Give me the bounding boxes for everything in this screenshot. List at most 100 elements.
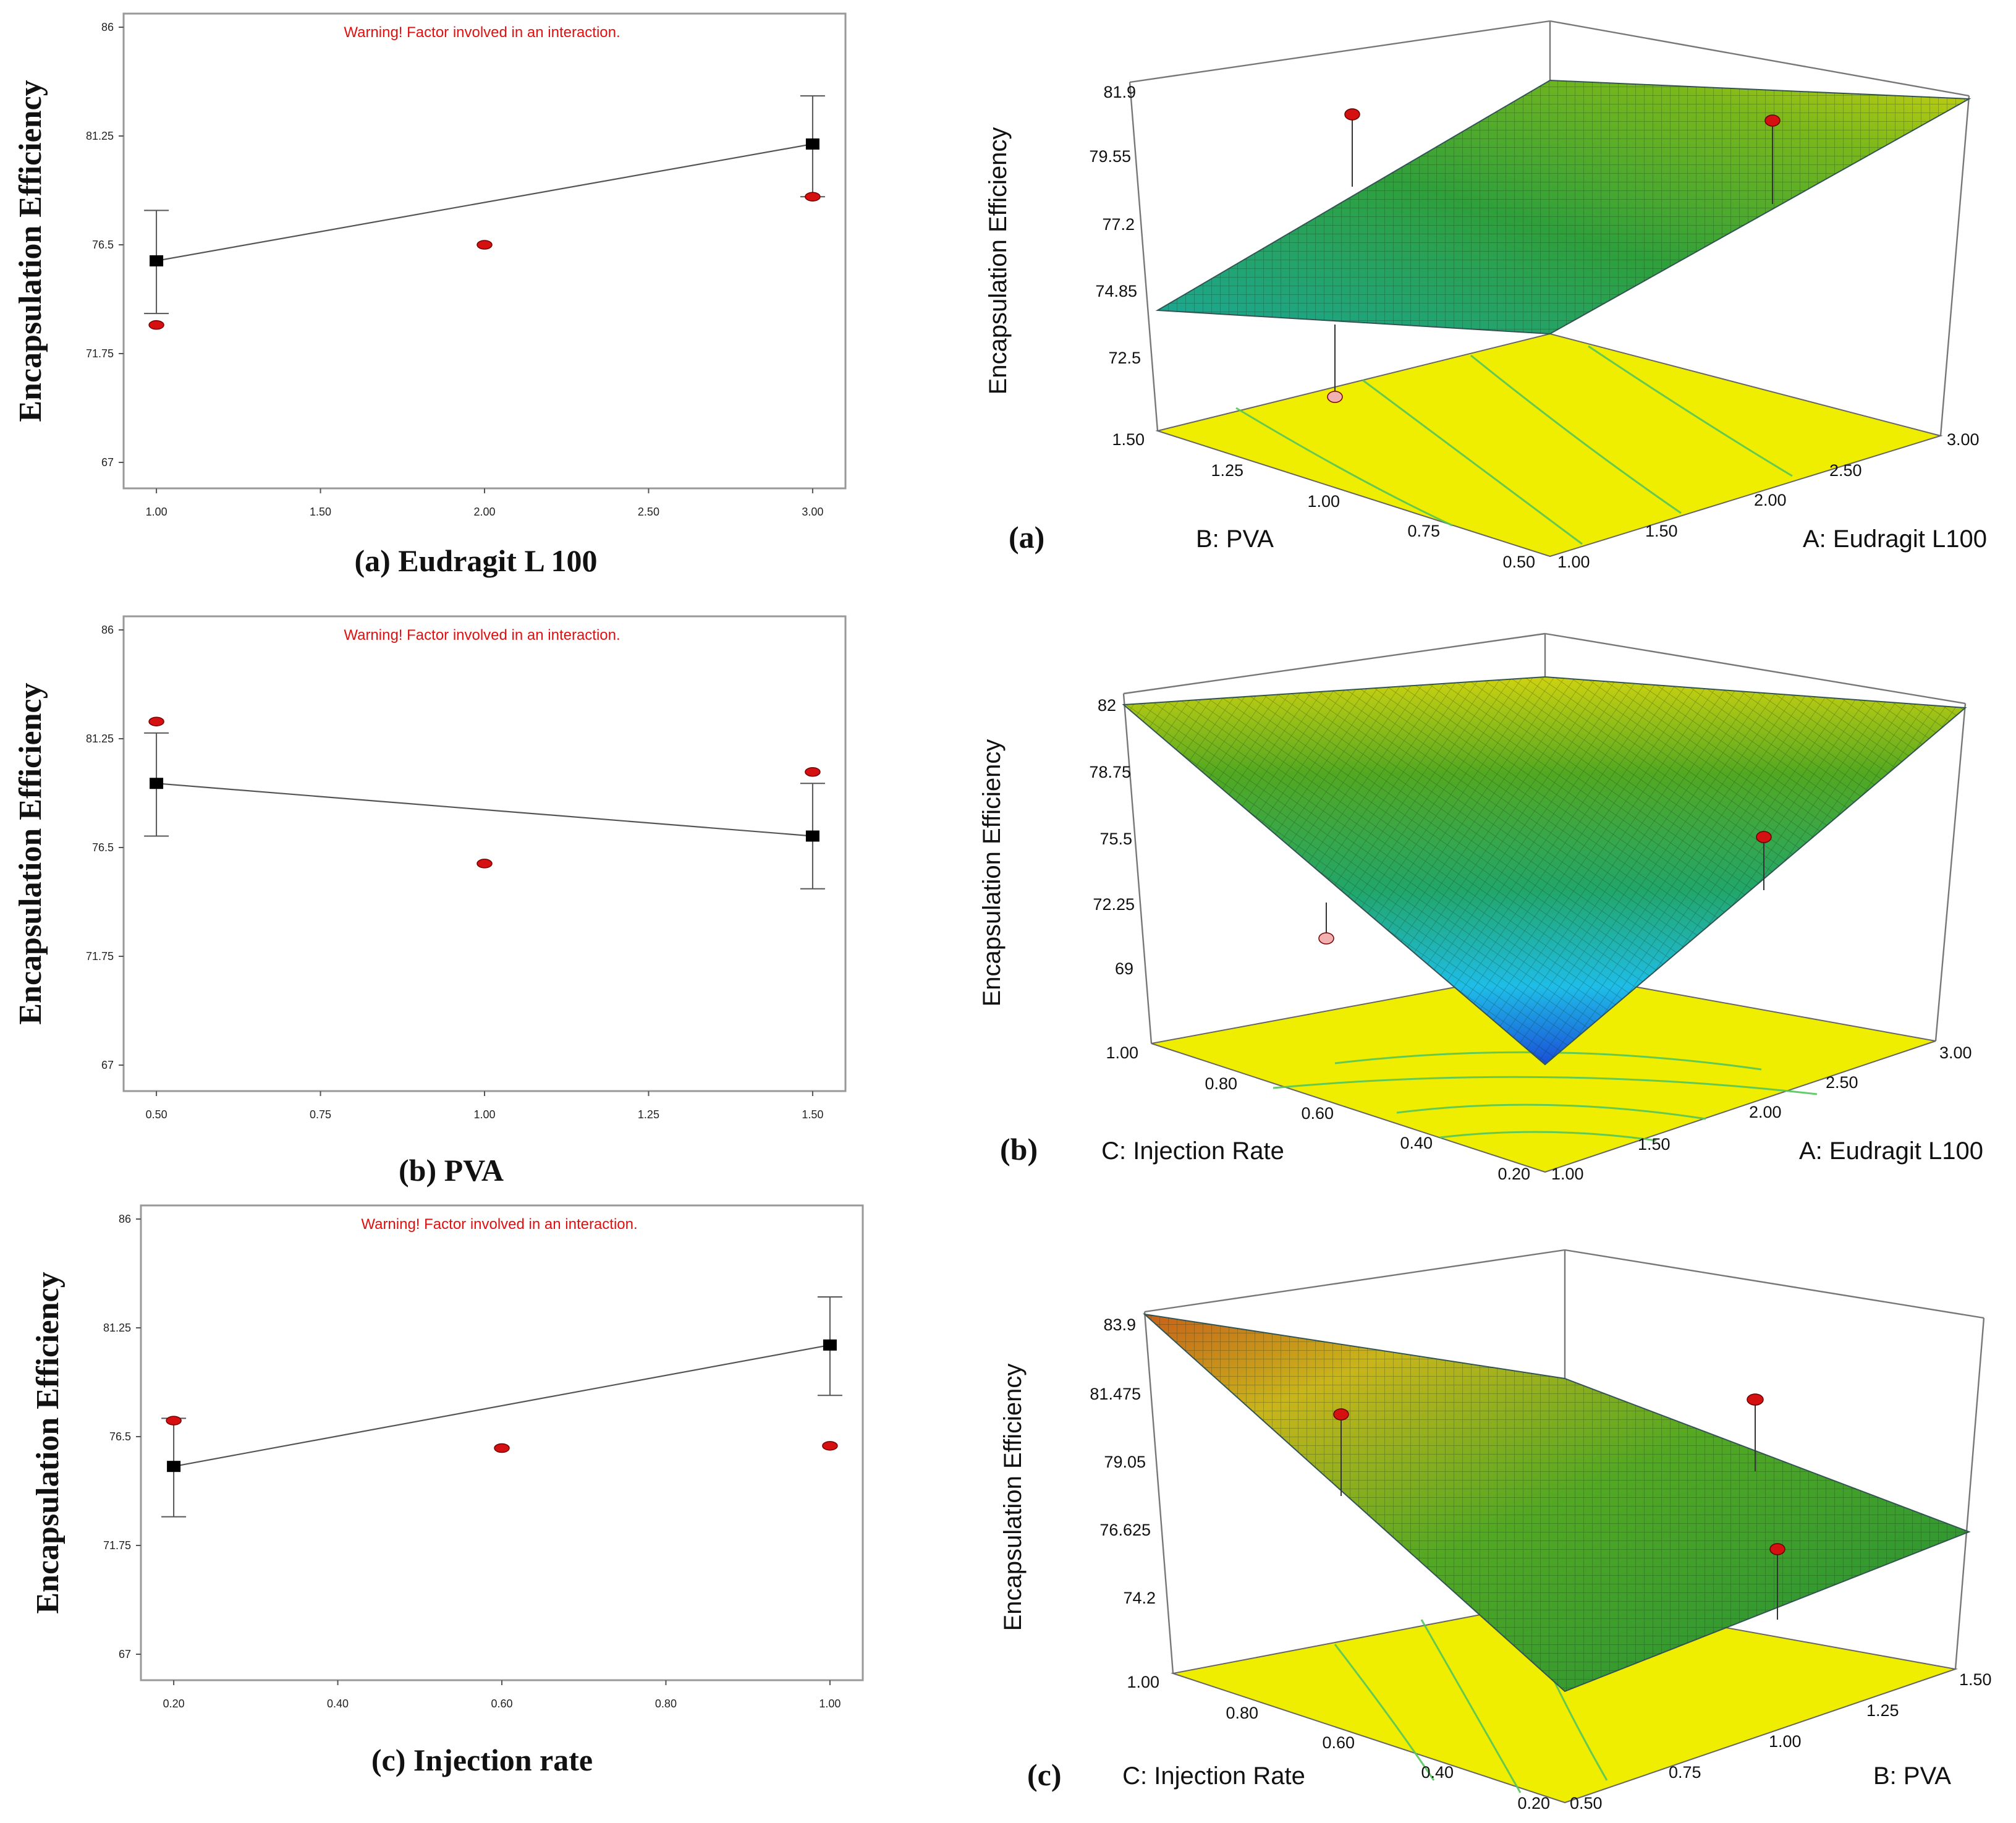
x-tick: 1.00	[1769, 1732, 1802, 1751]
y-tick-label: 67	[101, 456, 114, 469]
y-tick: 0.40	[1421, 1763, 1454, 1782]
panel-a-surface: 81.9 79.55 77.2 74.85 72.5 1.50 1.25 1.0…	[985, 20, 1987, 571]
x-tick-label: 3.00	[802, 506, 823, 518]
x-axis-label: B: PVA	[1873, 1762, 1951, 1790]
z-ticks: 81.9 79.55 77.2 74.85 72.5	[1089, 83, 1141, 367]
x-ticks: 1.00 1.50 2.00 2.50 3.00	[1557, 430, 1980, 571]
x-tick: 1.50	[1645, 522, 1678, 540]
z-tick: 72.25	[1093, 895, 1135, 914]
axes-box	[1143, 1249, 1985, 1674]
plot-frame	[140, 1204, 864, 1681]
y-tick-label: 76.5	[92, 841, 114, 854]
y-axis-label: Encapsulation Efficiency	[13, 682, 48, 1024]
x-tick-label: 2.00	[473, 506, 495, 518]
caption: (c) Injection rate	[371, 1743, 593, 1777]
y-tick: 0.60	[1322, 1733, 1355, 1752]
x-tick-label: 1.00	[473, 1108, 495, 1121]
effect-line	[156, 783, 813, 837]
x-ticks: 1.00 1.50 2.00 2.50 3.00	[1551, 1043, 1972, 1183]
x-ticks: 1.00 1.50 2.00 2.50 3.00	[146, 488, 823, 518]
contour-floor	[1151, 969, 1936, 1173]
x-tick-label: 1.00	[146, 506, 167, 518]
x-ticks: 0.20 0.40 0.60 0.80 1.00	[163, 1680, 841, 1710]
data-marks	[144, 716, 825, 890]
x-tick-label: 0.40	[327, 1698, 349, 1710]
y-tick: 0.60	[1301, 1104, 1334, 1123]
panel-c-surface: 83.9 81.475 79.05 76.625 74.2 1.00 0.80 …	[999, 1249, 1992, 1812]
z-tick: 82	[1098, 696, 1116, 715]
y-tick-label: 71.75	[103, 1539, 131, 1552]
mean-marker	[150, 255, 164, 266]
z-tick: 79.05	[1104, 1453, 1146, 1471]
caption: (a)	[1009, 520, 1044, 555]
y-ticks: 67 71.75 76.5 81.25 86	[86, 21, 124, 469]
z-axis-label: Encapsulation Efficiency	[978, 739, 1006, 1007]
y-tick: 1.50	[1112, 430, 1145, 449]
y-tick: 0.50	[1502, 553, 1535, 571]
design-point	[476, 859, 493, 869]
panel-a-eudragit: Warning! Factor involved in an interacti…	[13, 12, 847, 578]
panel-b-surface: 82 78.75 75.5 72.25 69 1.00 0.80 0.60 0.…	[978, 632, 1983, 1183]
x-tick: 2.00	[1754, 491, 1787, 509]
x-tick: 1.25	[1866, 1701, 1899, 1720]
x-tick: 1.00	[1557, 553, 1590, 571]
plot-frame	[122, 615, 847, 1092]
z-ticks: 83.9 81.475 79.05 76.625 74.2	[1090, 1315, 1156, 1607]
y-tick-label: 76.5	[109, 1430, 131, 1443]
surface-mesh	[1158, 80, 1969, 334]
y-tick-label: 67	[101, 1059, 114, 1071]
y-tick-label: 86	[101, 624, 114, 636]
z-tick: 75.5	[1099, 830, 1132, 848]
design-point	[805, 767, 821, 777]
z-tick: 74.85	[1095, 282, 1137, 300]
z-tick: 77.2	[1102, 215, 1135, 234]
warning-text: Warning! Factor involved in an interacti…	[344, 24, 620, 41]
y-tick: 0.40	[1400, 1134, 1433, 1152]
contour-floor	[1155, 333, 1943, 558]
z-axis-label: Encapsulation Efficiency	[999, 1364, 1027, 1631]
x-tick: 0.75	[1669, 1763, 1701, 1782]
caption: (a) Eudragit L 100	[354, 543, 597, 578]
x-tick: 2.50	[1829, 461, 1862, 480]
design-point	[494, 1443, 510, 1453]
y-tick: 0.20	[1497, 1165, 1530, 1183]
effect-line	[156, 143, 813, 262]
z-tick: 76.625	[1099, 1521, 1151, 1539]
y-axis-label: Encapsulation Efficiency	[13, 80, 48, 422]
y-tick-label: 81.25	[86, 130, 114, 142]
x-ticks: 0.50 0.75 1.00 1.25 1.50	[1570, 1670, 1992, 1812]
floor-contours	[1273, 1051, 1818, 1142]
design-points	[1333, 1393, 1785, 1620]
effect-line	[173, 1344, 831, 1468]
panel-b-pva: Warning! Factor involved in an interacti…	[13, 615, 847, 1188]
floor-contours	[1235, 345, 1793, 545]
y-tick: 1.25	[1211, 461, 1243, 480]
y-ticks: 67 71.75 76.5 81.25 86	[86, 624, 124, 1071]
surface-mesh	[1145, 1314, 1969, 1691]
x-tick: 3.00	[1939, 1043, 1972, 1062]
z-tick: 81.475	[1090, 1385, 1141, 1403]
x-tick-label: 0.60	[491, 1698, 512, 1710]
design-point	[148, 320, 164, 330]
z-tick: 74.2	[1123, 1589, 1156, 1607]
z-ticks: 82 78.75 75.5 72.25 69	[1089, 696, 1135, 978]
y-tick-label: 71.75	[86, 347, 114, 360]
z-tick: 78.75	[1089, 763, 1131, 781]
y-tick: 1.00	[1127, 1673, 1159, 1691]
design-points	[1327, 108, 1781, 403]
x-tick-label: 1.00	[819, 1698, 841, 1710]
z-axis-label: Encapsulation Efficiency	[985, 127, 1012, 395]
x-axis-label: A: Eudragit L100	[1799, 1137, 1983, 1165]
z-tick: 72.5	[1108, 349, 1141, 367]
y-tick: 0.80	[1205, 1074, 1237, 1093]
plot-frame	[122, 12, 847, 490]
x-tick-label: 0.20	[163, 1698, 185, 1710]
y-axis-label: C: Injection Rate	[1101, 1137, 1284, 1165]
caption: (c)	[1027, 1757, 1062, 1792]
panel-c-injection-rate: Warning! Factor involved in an interacti…	[30, 1204, 864, 1777]
x-tick-label: 1.50	[310, 506, 331, 518]
y-tick-label: 86	[101, 21, 114, 33]
x-tick-label: 0.75	[310, 1108, 331, 1121]
surface-mesh	[1124, 677, 1965, 1064]
